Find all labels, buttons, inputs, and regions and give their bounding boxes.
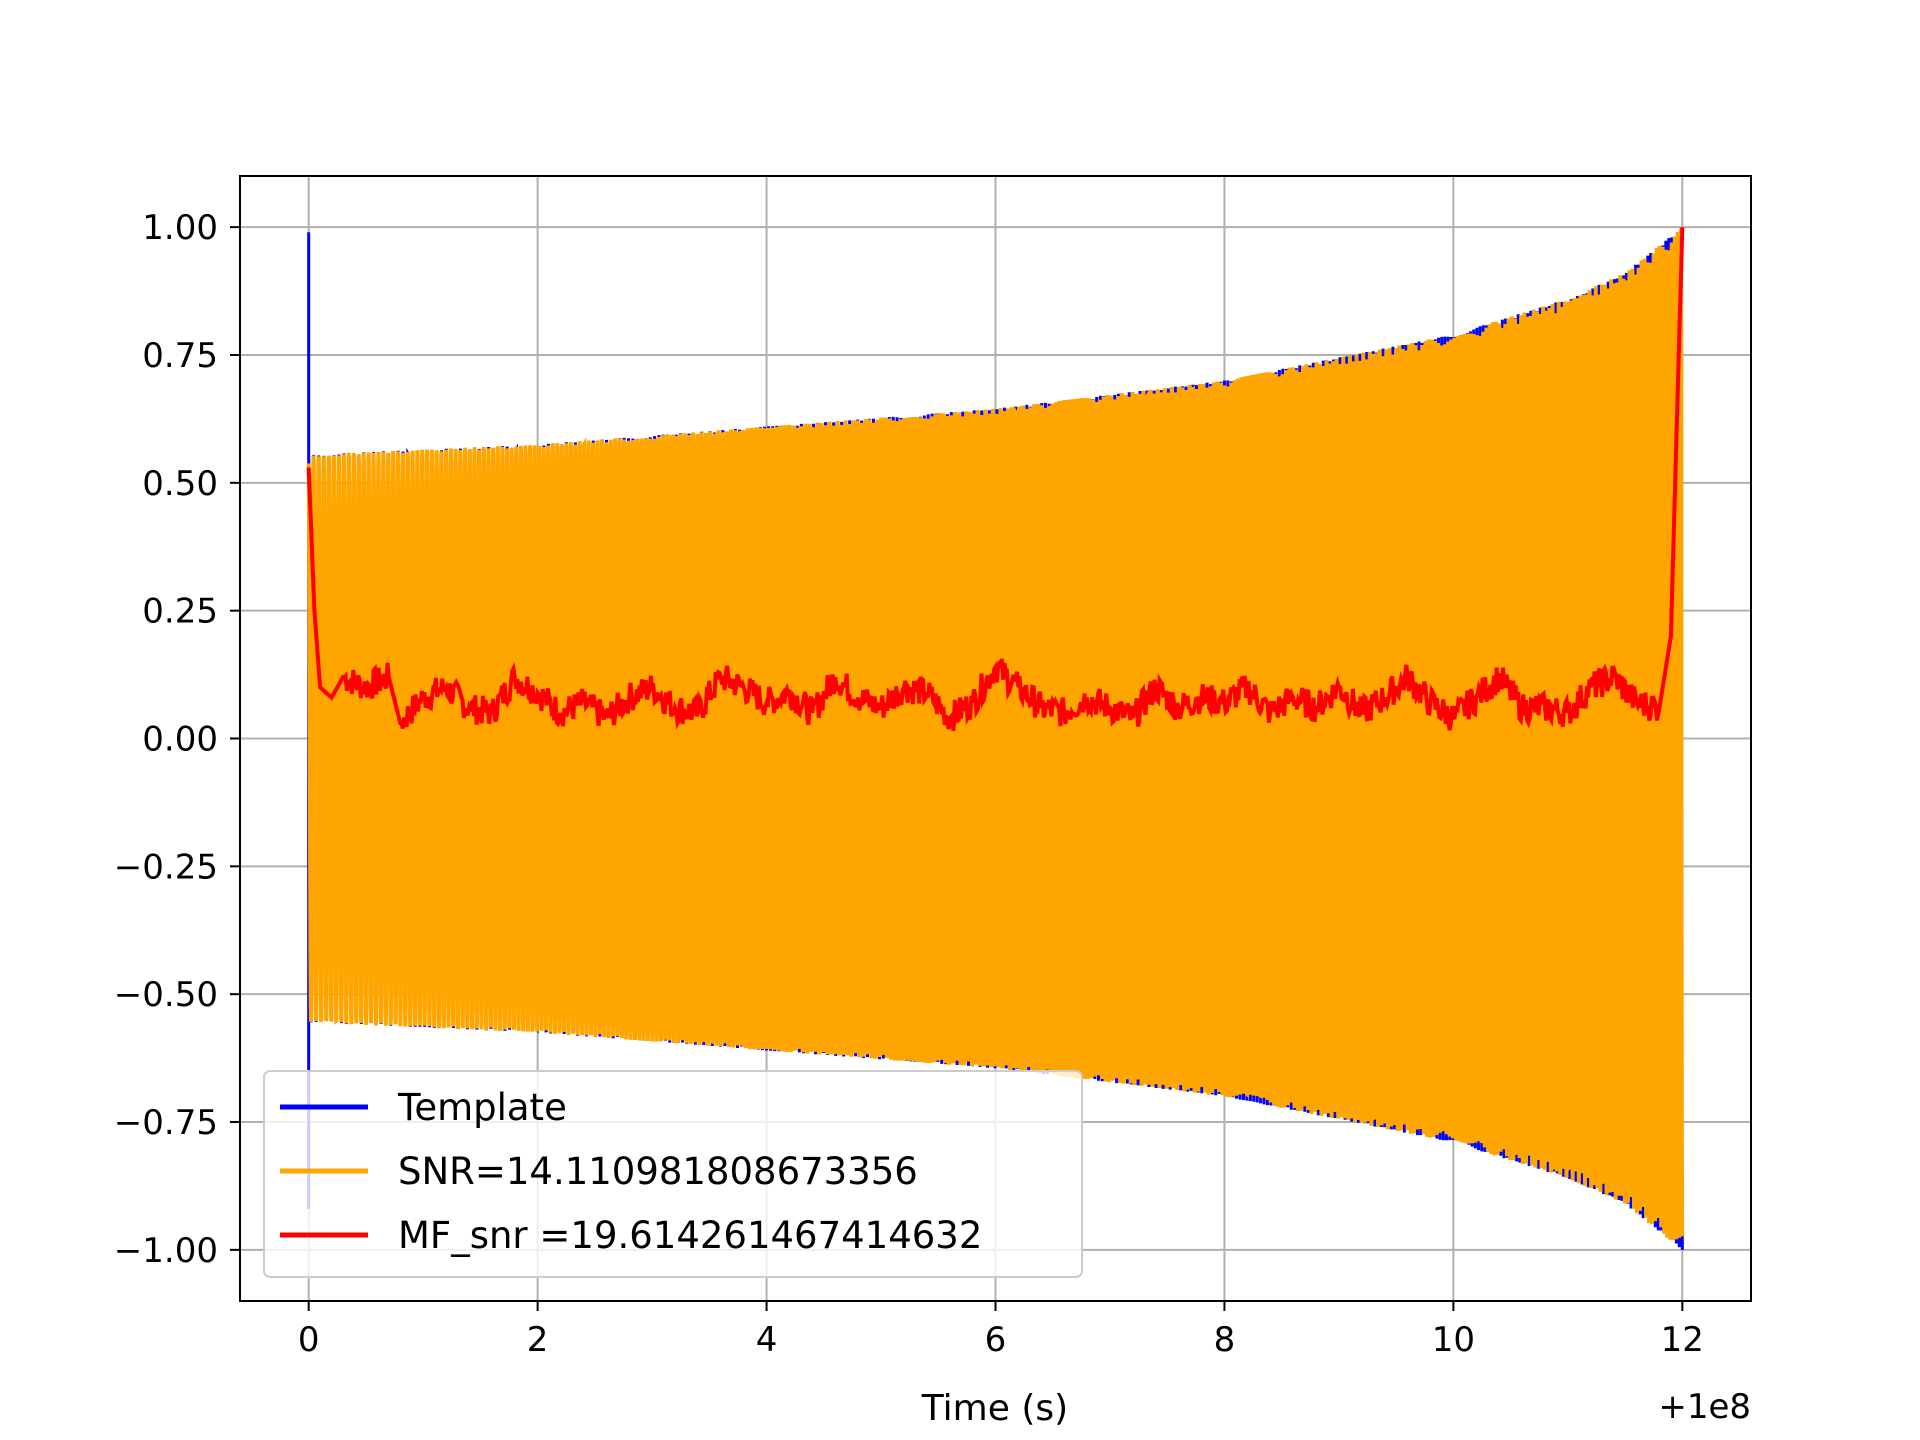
series-snr-line <box>306 228 1685 1240</box>
x-tick-label: 2 <box>527 1320 549 1360</box>
y-tick-label: 0.50 <box>142 464 218 504</box>
y-tick-label: 1.00 <box>142 208 218 248</box>
y-axis-ticks: −1.00 −0.75 −0.50 −0.25 0.00 0.25 0.50 0.75 1.00 <box>114 208 240 1271</box>
y-tick-label: −0.75 <box>114 1103 218 1143</box>
x-tick-label: 10 <box>1432 1320 1475 1360</box>
y-tick-label: 0.00 <box>142 720 218 760</box>
x-tick-label: 12 <box>1661 1320 1704 1360</box>
series-mf-snr-line <box>306 227 1685 732</box>
x-axis-ticks: 0 2 4 6 8 10 12 <box>298 1301 1704 1360</box>
x-tick-label: 4 <box>756 1320 778 1360</box>
y-tick-label: 0.75 <box>142 336 218 376</box>
x-tick-label: 0 <box>298 1320 320 1360</box>
y-tick-label: −1.00 <box>114 1231 218 1271</box>
series-layer <box>306 227 1685 1250</box>
legend-label-snr: SNR=14.110981808673356 <box>398 1150 918 1193</box>
x-tick-label: 8 <box>1214 1320 1236 1360</box>
y-tick-label: −0.25 <box>114 847 218 887</box>
plot-area <box>306 227 1685 1250</box>
legend: Template SNR=14.110981808673356 MF_snr =… <box>263 1070 1083 1278</box>
legend-label-mf-snr: MF_snr =19.614261467414632 <box>398 1214 982 1257</box>
x-tick-label: 6 <box>985 1320 1007 1360</box>
legend-label-template: Template <box>397 1086 567 1129</box>
x-axis-label: Time (s) <box>921 1388 1068 1429</box>
y-tick-label: −0.50 <box>114 975 218 1015</box>
y-tick-label: 0.25 <box>142 592 218 632</box>
x-axis-offset-label: +1e8 <box>1658 1387 1751 1427</box>
legend-box <box>263 1070 1083 1278</box>
